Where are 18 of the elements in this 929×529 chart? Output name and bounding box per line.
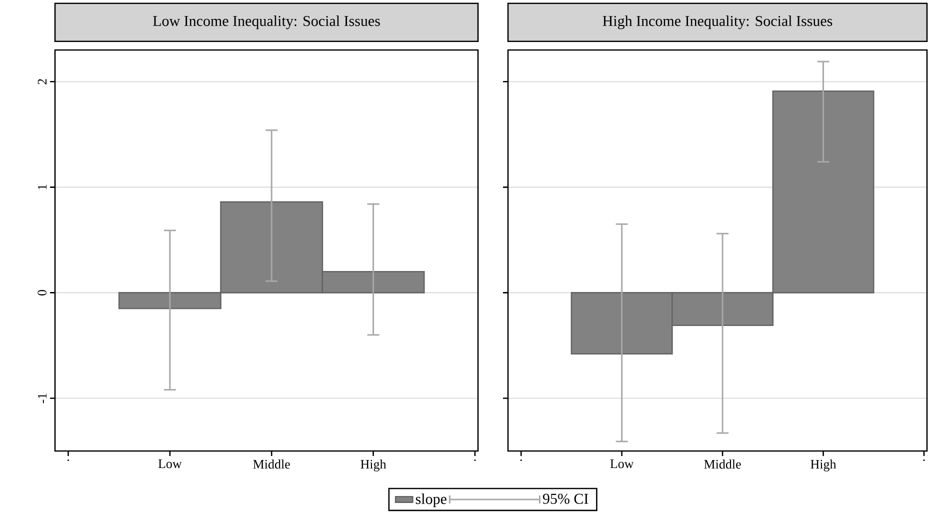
x-tick-label: Middle bbox=[253, 460, 290, 469]
y-tick-label: -1 bbox=[38, 394, 46, 404]
x-tick-label: Middle bbox=[704, 460, 741, 469]
x-tick-label: . bbox=[67, 460, 70, 462]
x-tick-label: . bbox=[520, 460, 522, 462]
x-tick-label: Low bbox=[610, 460, 634, 468]
text: 95% CI bbox=[542, 494, 588, 504]
legend-label: slope bbox=[416, 494, 446, 508]
x-tick-label: High bbox=[810, 460, 836, 472]
chart-title: Low Income Inequality: Social Issues bbox=[153, 16, 380, 30]
x-tick-label: Low bbox=[158, 460, 182, 468]
y-tick-label: 1 bbox=[38, 184, 46, 190]
chart-title: High Income Inequality: Social Issues bbox=[602, 16, 832, 30]
y-tick-label: 0 bbox=[38, 290, 46, 296]
y-tick-label: 2 bbox=[38, 79, 46, 84]
x-tick-label: . bbox=[474, 460, 476, 462]
x-tick-label: . bbox=[923, 460, 925, 462]
x-tick-label: High bbox=[360, 460, 386, 472]
